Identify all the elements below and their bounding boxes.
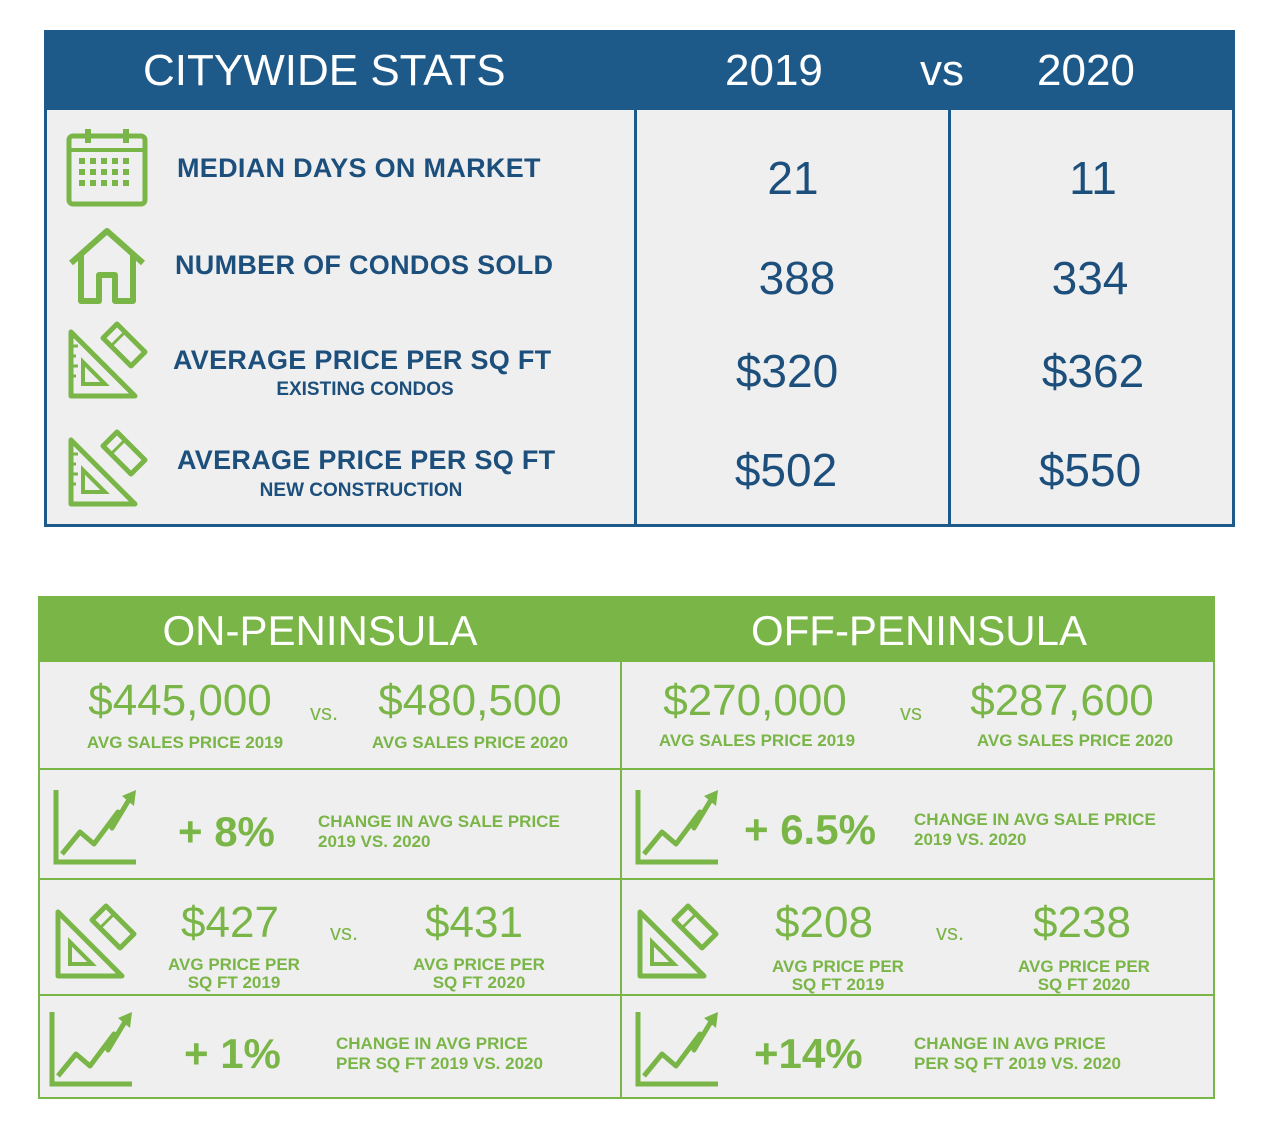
on-sales-vs: vs.: [310, 700, 339, 725]
condos-sold-2020: 334: [1051, 252, 1129, 304]
off-sqft-2019-label2: SQ FT 2019: [791, 975, 885, 994]
off-sqft-vs: vs.: [936, 920, 965, 945]
trend-chart-icon: [635, 790, 718, 865]
citywide-stats-table: CITYWIDE STATS 2019 vs 2020 MEDIAN DAYS …: [44, 30, 1235, 527]
on-sqft-change-line2: PER SQ FT 2019 VS. 2020: [336, 1054, 543, 1073]
on-sqft-2019-label2: SQ FT 2019: [187, 973, 281, 992]
off-sales-change-percent: + 6.5%: [744, 806, 876, 853]
avg-price-new-2019: $502: [734, 444, 838, 496]
off-sales-2020: $287,600: [970, 676, 1154, 725]
on-sales-2019: $445,000: [88, 676, 272, 725]
row-divider: [40, 768, 1213, 770]
on-sqft-2020-label1: AVG PRICE PER: [413, 955, 545, 974]
on-sales-change-line1: CHANGE IN AVG SALE PRICE: [318, 812, 560, 831]
off-sqft-change-line1: CHANGE IN AVG PRICE: [914, 1034, 1106, 1053]
vs-heading: vs: [920, 46, 964, 95]
on-peninsula-title: ON-PENINSULA: [162, 607, 478, 654]
year-2020-heading: 2020: [1037, 46, 1135, 95]
off-sqft-2019-label1: AVG PRICE PER: [772, 957, 904, 976]
on-sqft-2019: $427: [181, 898, 279, 947]
ruler-pencil-icon: [637, 903, 719, 979]
off-sales-change-line2: 2019 VS. 2020: [914, 830, 1027, 849]
off-sqft-2020-label2: SQ FT 2020: [1037, 975, 1131, 994]
calendar-icon: [66, 129, 148, 207]
trend-chart-icon: [635, 1012, 718, 1087]
avg-price-existing-2020: $362: [1041, 345, 1145, 397]
off-sales-change-line1: CHANGE IN AVG SALE PRICE: [914, 810, 1156, 829]
on-sqft-2020-label2: SQ FT 2020: [432, 973, 526, 992]
on-sales-cell: [40, 662, 620, 768]
off-sales-cell: [622, 662, 1213, 768]
off-peninsula-title: OFF-PENINSULA: [750, 607, 1088, 654]
existing-condos-sublabel: EXISTING CONDOS: [276, 379, 454, 400]
on-sqft-vs: vs.: [330, 920, 359, 945]
on-sales-change-cell: [40, 770, 620, 878]
row-divider: [40, 878, 1213, 880]
off-sales-vs: vs: [900, 700, 922, 725]
ruler-pencil-icon: [68, 429, 148, 507]
off-sqft-change-line2: PER SQ FT 2019 VS. 2020: [914, 1054, 1121, 1073]
off-sqft-change-cell: [622, 996, 1213, 1097]
on-sqft-2020: $431: [425, 898, 523, 947]
avg-price-sqft-label: AVERAGE PRICE PER SQ FT: [173, 345, 552, 375]
on-sales-2019-label: AVG SALES PRICE 2019: [86, 733, 284, 752]
on-sqft-2019-label1: AVG PRICE PER: [168, 955, 300, 974]
row-divider: [40, 994, 1213, 996]
off-sales-2019-label: AVG SALES PRICE 2019: [658, 731, 856, 750]
trend-chart-icon: [53, 790, 136, 865]
avg-price-sqft-label: AVERAGE PRICE PER SQ FT: [177, 445, 556, 475]
on-sqft-change-cell: [40, 996, 620, 1097]
house-icon: [69, 228, 145, 304]
off-sales-2020-label: AVG SALES PRICE 2020: [976, 731, 1174, 750]
peninsula-header: ON-PENINSULA OFF-PENINSULA: [40, 598, 1213, 662]
avg-price-existing-2019: $320: [735, 345, 839, 397]
column-divider: [634, 110, 637, 524]
new-construction-sublabel: NEW CONSTRUCTION: [259, 480, 463, 501]
on-sales-2020-label: AVG SALES PRICE 2020: [371, 733, 569, 752]
median-days-2020: 11: [1069, 152, 1117, 204]
off-sales-2019: $270,000: [663, 676, 847, 725]
off-sqft-change-percent: +14%: [754, 1030, 863, 1077]
trend-chart-icon: [49, 1012, 132, 1087]
column-divider: [948, 110, 951, 524]
on-sqft-cell: [40, 880, 620, 994]
condos-sold-label: NUMBER OF CONDOS SOLD: [175, 250, 554, 280]
off-sqft-cell: [622, 880, 1213, 994]
peninsula-comparison-table: ON-PENINSULA OFF-PENINSULA $445,000 vs. …: [38, 596, 1215, 1099]
on-sales-2020: $480,500: [378, 676, 562, 725]
avg-price-new-2020: $550: [1038, 444, 1142, 496]
year-2019-heading: 2019: [725, 46, 823, 95]
ruler-pencil-icon: [68, 321, 148, 399]
citywide-header: CITYWIDE STATS 2019 vs 2020: [47, 33, 1232, 110]
off-sqft-2019: $208: [775, 898, 873, 947]
off-sales-change-cell: [622, 770, 1213, 878]
citywide-title: CITYWIDE STATS: [143, 46, 506, 95]
off-sqft-2020-label1: AVG PRICE PER: [1018, 957, 1150, 976]
on-sales-change-line2: 2019 VS. 2020: [318, 832, 431, 851]
on-sqft-change-percent: + 1%: [184, 1030, 281, 1077]
on-sales-change-percent: + 8%: [178, 808, 275, 855]
ruler-pencil-icon: [55, 903, 137, 979]
off-sqft-2020: $238: [1033, 898, 1131, 947]
median-days-label: MEDIAN DAYS ON MARKET: [177, 153, 541, 183]
median-days-2019: 21: [767, 152, 819, 204]
condos-sold-2019: 388: [758, 252, 836, 304]
on-sqft-change-line1: CHANGE IN AVG PRICE: [336, 1034, 528, 1053]
